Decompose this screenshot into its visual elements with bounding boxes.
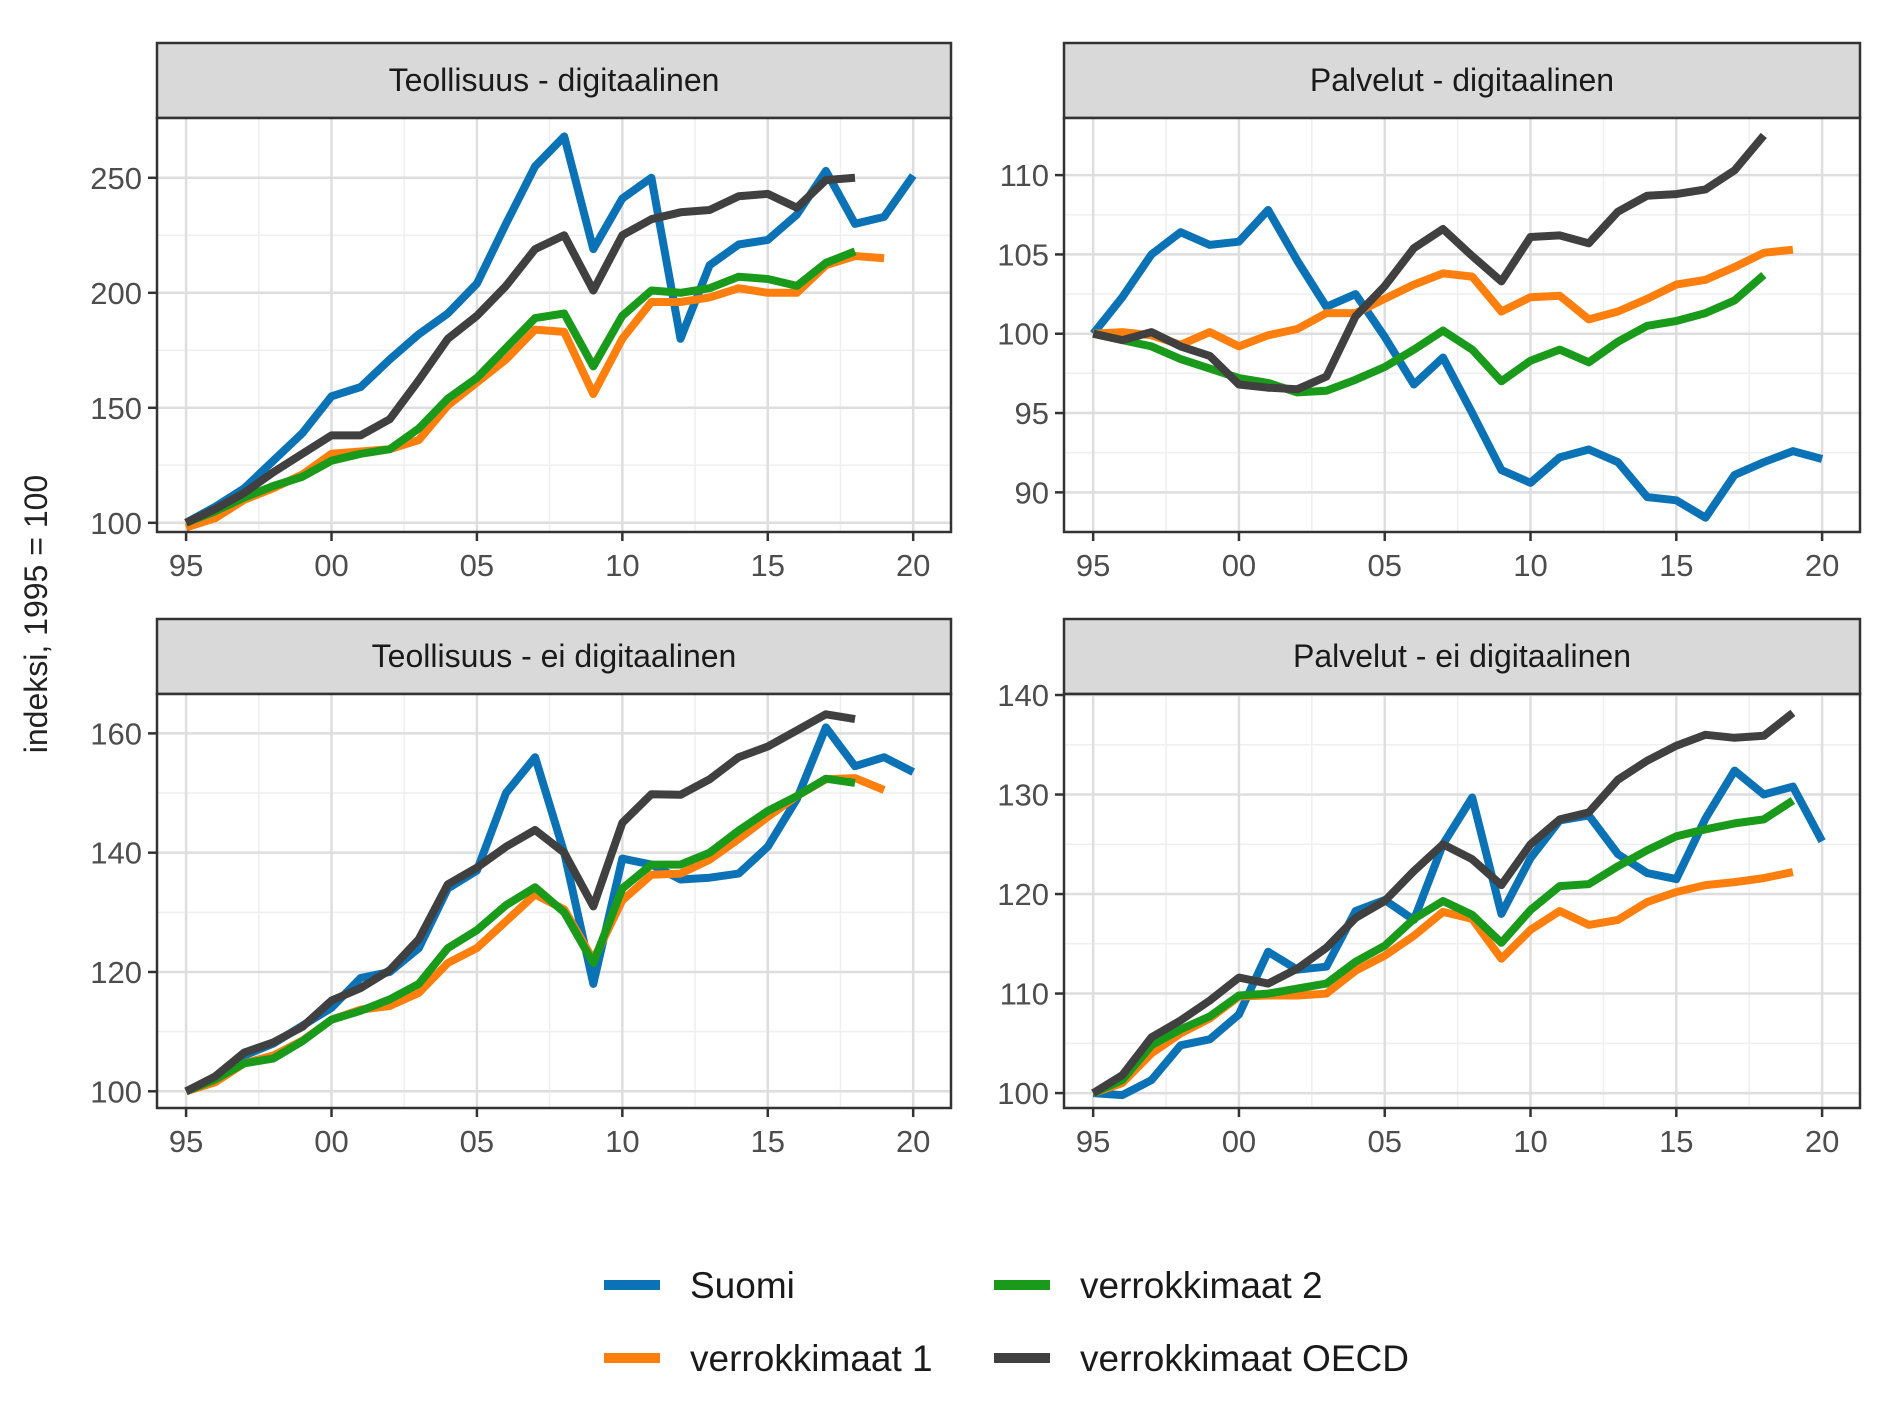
series-line-verrokkimaat-1	[1092, 245, 1794, 351]
x-tick-label: 15	[751, 1124, 785, 1159]
y-tick-label: 95	[1015, 396, 1049, 431]
panel-palvelut-digitaalinen: Palvelut - digitaalinen 90 95 100 105 110 95 00…	[997, 41, 1862, 583]
y-tick-label: 200	[90, 276, 142, 311]
panel-border	[155, 692, 953, 1110]
panel-border	[155, 116, 953, 534]
strip-background	[155, 617, 953, 696]
strip-background	[1062, 41, 1862, 120]
x-tick-label: 05	[460, 1124, 494, 1159]
y-tick-label: 110	[1000, 977, 1049, 1012]
y-tick-label: 100	[90, 506, 142, 541]
y-tick-label: 100	[997, 317, 1049, 352]
x-tick-label: 95	[169, 548, 203, 583]
y-axis-label: indeksi, 1995 = 100	[18, 475, 54, 753]
series-line-verrokkimaat-oecd	[184, 173, 856, 527]
y-tick-label: 120	[90, 955, 142, 990]
legend: Suomi verrokkimaat 2 verrokkimaat 1 verrokk…	[604, 1265, 1409, 1379]
series-line-suomi	[184, 132, 917, 527]
x-tick-label: 95	[169, 1124, 203, 1159]
panel-palvelut-ei-digitaalinen: Palvelut - ei digitaalinen 100 110 120 130 14…	[997, 617, 1862, 1159]
y-tick-label: 250	[90, 161, 142, 196]
x-tick-label: 15	[751, 548, 785, 583]
legend-label: verrokkimaat 2	[1080, 1265, 1323, 1306]
y-tick-label: 140	[90, 836, 142, 871]
x-tick-label: 00	[314, 548, 348, 583]
x-tick-label: 20	[896, 1124, 930, 1159]
x-tick-label: 10	[1513, 548, 1547, 583]
x-tick-label: 05	[460, 548, 494, 583]
x-tick-label: 20	[1805, 1124, 1839, 1159]
series-line-suomi	[1090, 206, 1824, 522]
panel-title: Teollisuus - ei digitaalinen	[372, 638, 737, 674]
x-tick-label: 95	[1076, 548, 1110, 583]
panel-title: Palvelut - digitaalinen	[1310, 62, 1614, 98]
panel-teollisuus-digitaalinen: Teollisuus - digitaalinen 100 150 200 250 95 0…	[90, 41, 953, 583]
y-tick-label: 120	[997, 877, 1049, 912]
x-tick-label: 05	[1367, 1124, 1401, 1159]
strip-background	[155, 41, 953, 120]
y-tick-label: 105	[997, 237, 1049, 272]
series-line-verrokkimaat-2	[184, 774, 856, 1096]
x-tick-label: 10	[605, 1124, 639, 1159]
y-tick-label: 110	[1000, 158, 1049, 193]
y-tick-label: 100	[997, 1076, 1049, 1111]
series-line-verrokkimaat-oecd	[1091, 709, 1796, 1097]
series-line-verrokkimaat-2	[184, 247, 857, 527]
strip-background	[1062, 617, 1862, 696]
series-line-verrokkimaat-oecd	[184, 710, 856, 1095]
x-tick-label: 00	[314, 1124, 348, 1159]
y-tick-label: 130	[997, 778, 1049, 813]
series-line-verrokkimaat-2	[1091, 797, 1796, 1097]
panel-border	[1062, 116, 1862, 534]
x-tick-label: 95	[1076, 1124, 1110, 1159]
legend-label: Suomi	[690, 1265, 795, 1306]
x-tick-label: 00	[1222, 548, 1256, 583]
y-tick-label: 100	[90, 1074, 142, 1109]
legend-label: verrokkimaat OECD	[1080, 1338, 1409, 1379]
x-tick-label: 10	[605, 548, 639, 583]
x-tick-label: 10	[1513, 1124, 1547, 1159]
x-tick-label: 15	[1659, 1124, 1693, 1159]
y-tick-label: 150	[90, 391, 142, 426]
legend-label: verrokkimaat 1	[690, 1338, 933, 1379]
panel-border	[1062, 692, 1862, 1110]
series-line-verrokkimaat-2	[1092, 271, 1767, 397]
x-tick-label: 20	[896, 548, 930, 583]
y-tick-label: 140	[997, 678, 1049, 713]
y-tick-label: 160	[90, 716, 142, 751]
x-tick-label: 20	[1805, 548, 1839, 583]
panel-teollisuus-ei-digitaalinen: Teollisuus - ei digitaalinen 100 120 140 160…	[90, 617, 953, 1159]
x-tick-label: 15	[1659, 548, 1693, 583]
series-line-verrokkimaat-oecd	[1092, 132, 1767, 394]
x-tick-label: 00	[1222, 1124, 1256, 1159]
panel-title: Palvelut - ei digitaalinen	[1293, 638, 1631, 674]
x-tick-label: 05	[1367, 548, 1401, 583]
plot-area	[1064, 118, 1860, 532]
y-tick-label: 90	[1015, 475, 1049, 510]
panel-title: Teollisuus - digitaalinen	[389, 62, 720, 98]
